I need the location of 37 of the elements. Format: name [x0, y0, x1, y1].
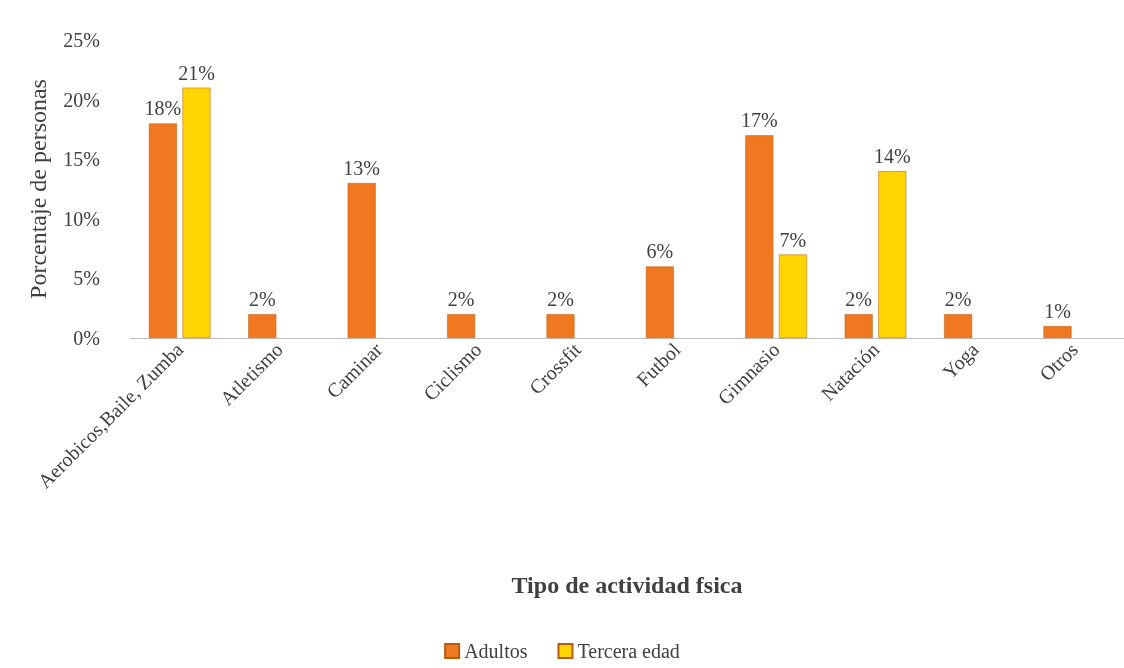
y-tick-label: 0%: [73, 327, 100, 349]
x-tick-label: Yoga: [937, 338, 984, 384]
x-axis-title: Tipo de actividad fsica: [511, 572, 743, 598]
bar: [844, 314, 873, 338]
y-tick-label: 20%: [63, 88, 100, 111]
data-label: 21%: [178, 61, 215, 84]
y-tick-label: 10%: [63, 207, 100, 230]
data-label: 2%: [944, 288, 972, 311]
data-label: 6%: [646, 240, 674, 263]
bar: [182, 87, 211, 338]
data-label: 2%: [248, 288, 276, 311]
data-label: 2%: [447, 288, 475, 311]
y-tick-label: 15%: [63, 148, 100, 171]
y-tick-label: 25%: [63, 29, 100, 51]
bar: [447, 314, 476, 338]
legend-label: Tercera edad: [577, 640, 680, 662]
bar: [878, 171, 907, 338]
bar: [1043, 326, 1072, 338]
data-label: 18%: [144, 97, 182, 120]
bar: [944, 314, 973, 338]
data-label: 2%: [845, 288, 873, 311]
bar: [347, 183, 376, 338]
bar: [148, 123, 177, 338]
legend-label: Adultos: [464, 640, 528, 662]
bar: [546, 314, 575, 338]
data-label: 1%: [1044, 300, 1071, 323]
data-label: 7%: [779, 228, 807, 251]
bar: [248, 314, 277, 338]
bar: [745, 135, 774, 338]
bar: [778, 254, 807, 338]
data-label: 13%: [343, 157, 381, 180]
y-tick-label: 5%: [73, 267, 100, 290]
data-label: 14%: [873, 145, 911, 168]
bar: [645, 266, 674, 338]
data-label: 2%: [547, 288, 574, 311]
y-axis-title: Porcentaje de personas: [25, 79, 51, 299]
data-label: 17%: [740, 109, 778, 132]
